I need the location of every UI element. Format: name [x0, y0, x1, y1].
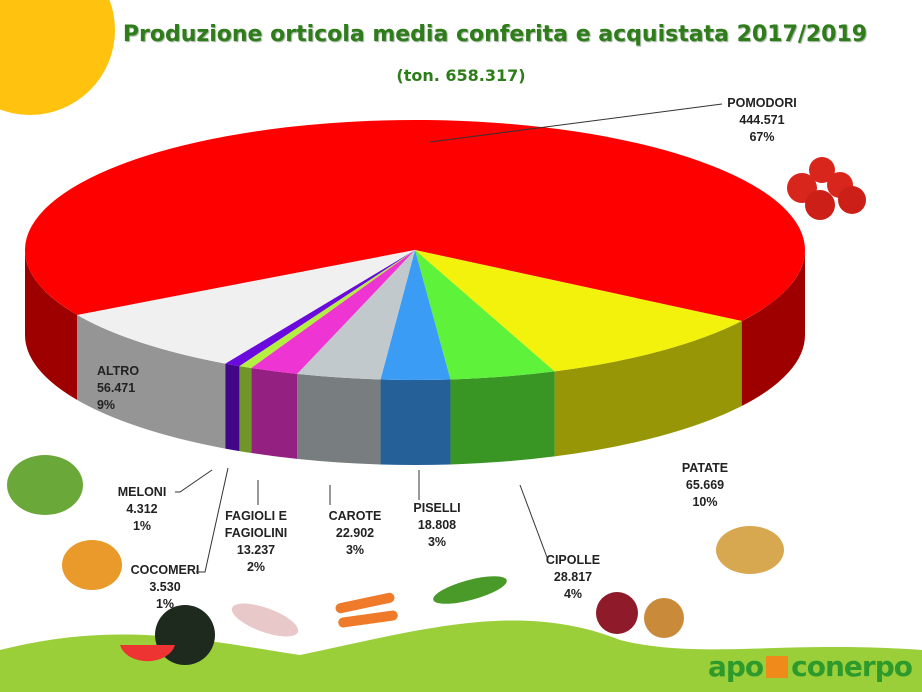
- melon-decoration: [62, 540, 122, 590]
- percent-label: 2%: [246, 560, 266, 574]
- pie-slice-side: [297, 373, 381, 465]
- pie-slice: [297, 250, 415, 380]
- value-label: 3.530: [149, 580, 181, 594]
- watermelon-decoration: [120, 645, 175, 662]
- lettuce-decoration: [7, 455, 83, 515]
- pie-slice-side: [77, 315, 226, 449]
- data-label: POMODORI 444.571 67%: [727, 95, 796, 146]
- leader-lines: [175, 103, 723, 573]
- percent-label: 4%: [563, 587, 583, 601]
- percent-label: 9%: [96, 398, 116, 412]
- pie-slice-side: [554, 321, 742, 457]
- value-label: 22.902: [335, 526, 375, 540]
- percent-label: 67%: [749, 130, 775, 144]
- pie-slice-side: [741, 250, 805, 407]
- logo-left: apo: [707, 650, 764, 683]
- pie-slice-side: [380, 379, 451, 465]
- value-label: 56.471: [96, 381, 136, 395]
- pie-slice-side: [25, 250, 78, 400]
- beans-decoration: [231, 603, 299, 637]
- value-label: 444.571: [739, 113, 785, 127]
- data-label: COCOMERI 3.530 1%: [131, 562, 200, 613]
- category-label: CIPOLLE: [545, 553, 601, 567]
- pie-slice: [415, 250, 555, 380]
- logo: apo conerpo: [707, 650, 913, 683]
- data-label: PISELLI 18.808 3%: [413, 500, 460, 551]
- carrot-decoration: [335, 592, 395, 614]
- data-label: PATATE 65.669 10%: [682, 460, 728, 511]
- pie-slice: [251, 250, 415, 374]
- chart-subtitle: (ton. 658.317): [396, 66, 526, 85]
- pie-slice-side: [225, 363, 240, 452]
- data-label: MELONI 4.312 1%: [118, 484, 167, 535]
- value-label: 4.312: [126, 502, 158, 516]
- category-label: FAGIOLI E FAGIOLINI: [224, 509, 288, 540]
- percent-label: 3%: [345, 543, 365, 557]
- pie-slice: [225, 250, 415, 367]
- data-label: CIPOLLE 28.817 4%: [546, 552, 600, 603]
- category-label: CAROTE: [328, 509, 382, 523]
- percent-label: 10%: [692, 495, 718, 509]
- carrot-decoration: [338, 610, 398, 628]
- percent-label: 1%: [155, 597, 175, 611]
- pie-slice: [239, 250, 415, 368]
- logo-icon: [766, 656, 789, 678]
- category-label: PISELLI: [413, 501, 461, 515]
- value-label: 18.808: [417, 518, 457, 532]
- pie-slice: [77, 250, 415, 364]
- peas-decoration: [433, 576, 507, 604]
- logo-right: conerpo: [791, 650, 913, 683]
- value-label: 13.237: [236, 543, 276, 557]
- pie-slice: [380, 250, 451, 381]
- data-label: CAROTE 22.902 3%: [329, 508, 382, 559]
- pie-slice-side: [239, 366, 252, 453]
- category-label: POMODORI: [727, 96, 797, 110]
- value-label: 65.669: [685, 478, 725, 492]
- chart-title: Produzione orticola media conferita e ac…: [122, 22, 868, 47]
- data-label: ALTRO 56.471 9%: [97, 363, 139, 414]
- pie: [24, 119, 805, 465]
- hills-decoration: [0, 620, 922, 692]
- pie-slice-side: [450, 371, 555, 465]
- onion-decoration: [644, 598, 684, 638]
- category-label: MELONI: [117, 485, 167, 499]
- pie-slice-side: [251, 367, 298, 459]
- category-label: PATATE: [681, 461, 729, 475]
- percent-label: 3%: [427, 535, 447, 549]
- data-label: FAGIOLI E FAGIOLINI 13.237 2%: [216, 508, 296, 576]
- percent-label: 1%: [132, 519, 152, 533]
- category-label: ALTRO: [96, 364, 140, 378]
- pie-slice: [24, 119, 805, 322]
- value-label: 28.817: [553, 570, 593, 584]
- tomatoes-decoration: [787, 157, 866, 220]
- sun-decoration: [0, 0, 115, 115]
- category-label: COCOMERI: [130, 563, 200, 577]
- pie-slice: [415, 250, 742, 372]
- potato-decoration: [716, 526, 784, 574]
- onion-decoration: [596, 592, 638, 634]
